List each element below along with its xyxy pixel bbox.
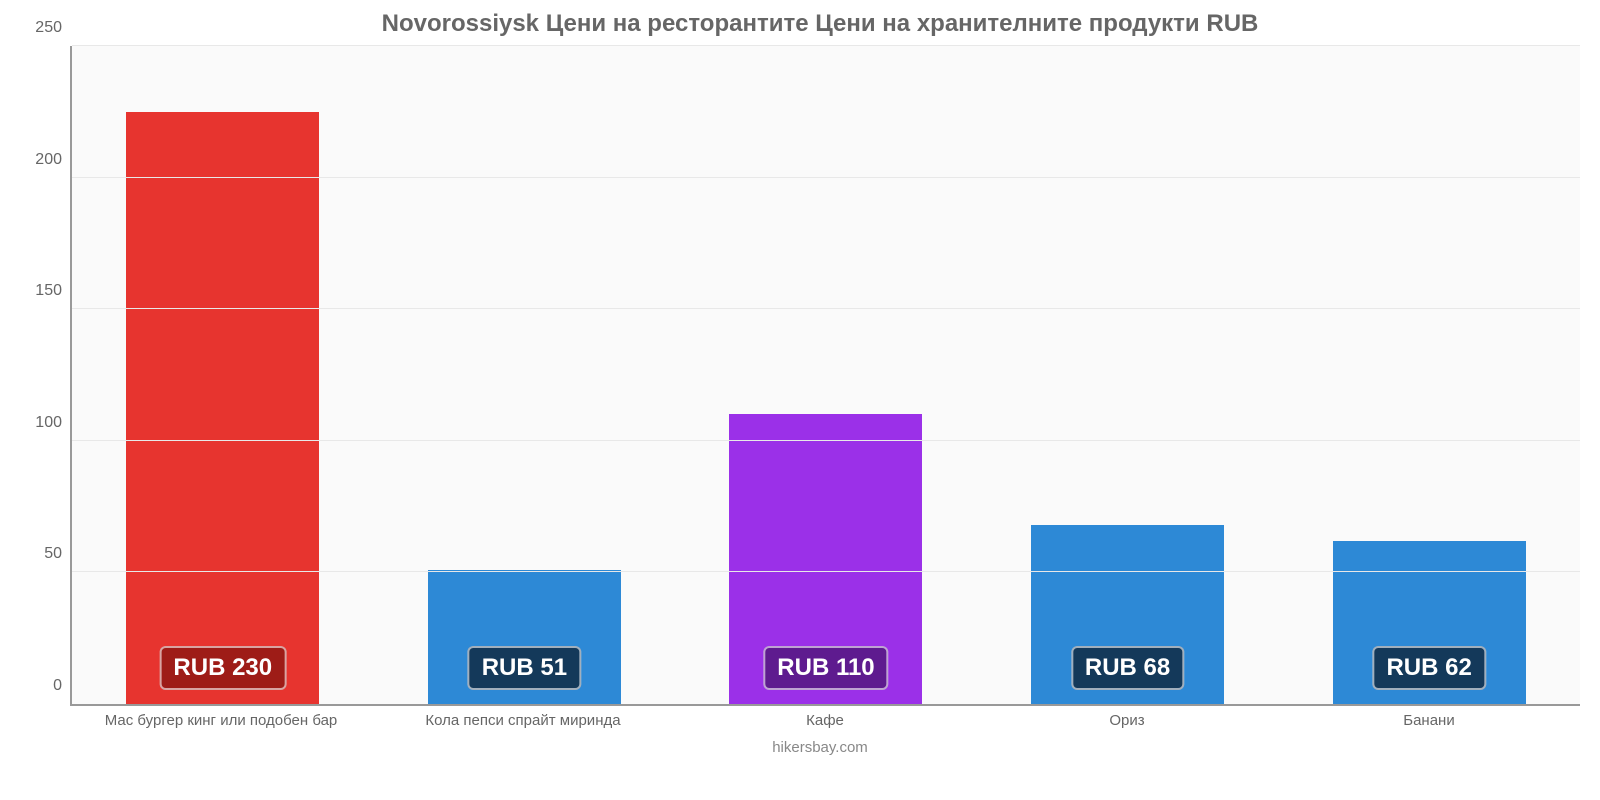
bar-value-badge: RUB 230 [159, 646, 286, 690]
gridline [72, 177, 1580, 178]
bar-value-badge: RUB 62 [1372, 646, 1485, 690]
ytick-label: 50 [44, 545, 72, 563]
price-bar-chart: Novorossiysk Цени на ресторантите Цени н… [0, 0, 1600, 800]
x-axis-labels: Мас бургер кинг или подобен барКола пепс… [70, 712, 1580, 729]
gridline [72, 571, 1580, 572]
bar-slot: RUB 230 [72, 46, 374, 704]
bar-slot: RUB 62 [1278, 46, 1580, 704]
ytick-label: 200 [35, 151, 72, 169]
bar-value-badge: RUB 68 [1071, 646, 1184, 690]
gridline [72, 308, 1580, 309]
chart-source: hikersbay.com [60, 739, 1580, 756]
ytick-label: 0 [53, 677, 72, 695]
bar-slot: RUB 110 [675, 46, 977, 704]
ytick-label: 150 [35, 282, 72, 300]
bar-slot: RUB 51 [374, 46, 676, 704]
gridline [72, 440, 1580, 441]
bar: RUB 62 [1333, 541, 1526, 704]
bars-row: RUB 230 RUB 51 RUB 110 RUB 68 RUB 62 [72, 46, 1580, 704]
bar-slot: RUB 68 [977, 46, 1279, 704]
plot-zone: RUB 230RUB 51RUB 110RUB 68RUB 62 0501001… [70, 46, 1580, 706]
ytick-label: 100 [35, 414, 72, 432]
gridline [72, 45, 1580, 46]
x-axis-label: Кола пепси спрайт миринда [372, 712, 674, 729]
bar: RUB 68 [1031, 525, 1224, 704]
bar-value-badge: RUB 51 [468, 646, 581, 690]
bar-value-badge: RUB 110 [763, 646, 888, 690]
ytick-label: 250 [35, 19, 72, 37]
plot-area: RUB 230RUB 51RUB 110RUB 68RUB 62 0501001… [70, 46, 1580, 706]
bar: RUB 51 [428, 570, 621, 704]
x-axis-label: Банани [1278, 712, 1580, 729]
x-axis-label: Кафе [674, 712, 976, 729]
bar: RUB 110 [729, 414, 922, 704]
chart-title: Novorossiysk Цени на ресторантите Цени н… [60, 10, 1580, 38]
bar: RUB 230 [126, 112, 319, 704]
x-axis-label: Мас бургер кинг или подобен бар [70, 712, 372, 729]
x-axis-label: Ориз [976, 712, 1278, 729]
